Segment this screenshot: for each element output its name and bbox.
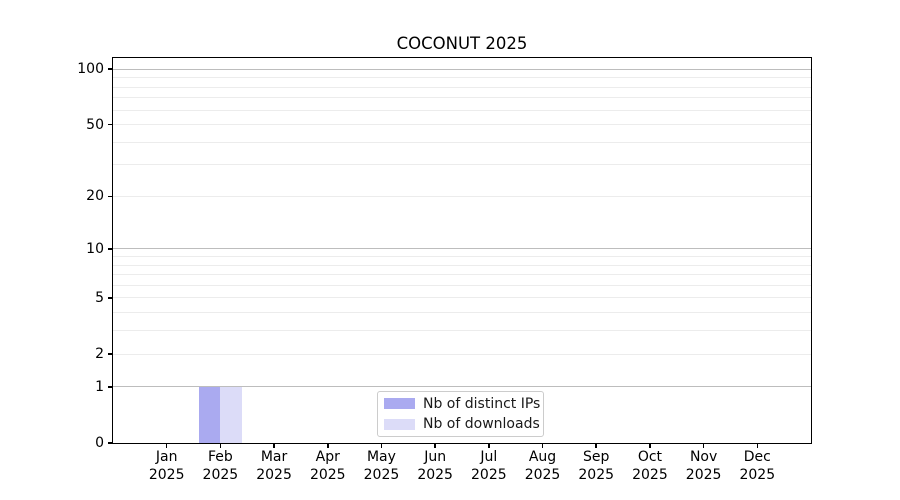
y-gridline-minor <box>113 297 811 299</box>
x-tick <box>595 443 597 448</box>
y-tick <box>108 297 113 299</box>
y-tick-label: 0 <box>95 435 104 451</box>
y-gridline-minor <box>113 256 811 257</box>
x-tick-label: May 2025 <box>363 449 400 483</box>
x-tick-label: Mar 2025 <box>256 449 292 483</box>
y-tick <box>108 68 113 70</box>
y-gridline-minor <box>113 264 811 266</box>
y-tick-label: 10 <box>86 240 104 257</box>
y-gridline-minor <box>113 284 811 286</box>
y-gridline-minor <box>113 274 811 276</box>
y-gridline-minor <box>113 312 811 314</box>
y-gridline-minor <box>113 164 811 166</box>
y-gridline-major <box>113 386 811 388</box>
x-tick-label: Sep 2025 <box>578 449 615 483</box>
bar-distinct-ips <box>198 386 221 443</box>
x-tick-label: Aug 2025 <box>524 449 561 483</box>
x-tick-label: Nov 2025 <box>685 449 722 483</box>
legend-label-downloads: Nb of downloads <box>423 416 540 433</box>
y-tick-label: 20 <box>86 188 104 205</box>
y-tick-label: 5 <box>95 289 104 306</box>
x-tick <box>756 443 759 448</box>
y-gridline-minor <box>113 86 811 88</box>
x-tick-label: Jul 2025 <box>471 449 507 483</box>
x-tick-label: Jan 2025 <box>148 449 185 483</box>
legend-item-distinct-ips: Nb of distinct IPs <box>384 395 540 413</box>
y-gridline-minor <box>113 109 811 111</box>
x-tick <box>434 443 436 448</box>
x-tick-label: Apr 2025 <box>309 449 346 483</box>
y-gridline-major <box>113 68 811 70</box>
y-tick <box>108 442 113 444</box>
legend-label-distinct-ips: Nb of distinct IPs <box>423 395 541 412</box>
chart-title: COCONUT 2025 <box>396 34 528 53</box>
y-tick-label: 100 <box>77 61 104 78</box>
x-tick <box>273 443 275 448</box>
y-tick <box>108 386 113 388</box>
x-tick <box>165 443 168 448</box>
x-tick <box>380 443 383 448</box>
x-tick-label: Oct 2025 <box>632 449 668 483</box>
y-tick <box>108 195 113 198</box>
x-tick-label: Dec 2025 <box>739 449 776 483</box>
y-gridline-minor <box>113 141 811 143</box>
x-tick <box>327 443 329 448</box>
y-tick <box>108 353 113 355</box>
y-gridline-minor <box>113 97 811 99</box>
y-tick <box>108 248 113 250</box>
y-gridline-major <box>113 248 811 250</box>
y-gridline-minor <box>113 124 811 126</box>
x-tick <box>702 443 705 448</box>
x-tick-label: Jun 2025 <box>417 449 453 483</box>
y-gridline-minor <box>113 195 811 197</box>
legend: Nb of distinct IPs Nb of downloads <box>377 391 544 437</box>
x-tick-label: Feb 2025 <box>202 449 239 483</box>
legend-swatch-distinct-ips-icon <box>384 398 415 410</box>
y-gridline-minor <box>113 330 811 332</box>
y-tick-label: 1 <box>95 378 104 395</box>
x-tick <box>488 443 490 448</box>
y-tick-label: 50 <box>86 116 104 133</box>
bar-downloads <box>220 386 242 443</box>
x-tick <box>649 443 651 448</box>
x-tick <box>219 443 222 448</box>
y-gridline-minor <box>113 353 811 355</box>
legend-swatch-downloads-icon <box>384 418 415 430</box>
legend-item-downloads: Nb of downloads <box>384 416 540 434</box>
x-tick <box>541 443 544 448</box>
y-tick <box>108 123 113 126</box>
y-tick-label: 2 <box>95 346 104 363</box>
y-gridline-minor <box>113 77 811 79</box>
